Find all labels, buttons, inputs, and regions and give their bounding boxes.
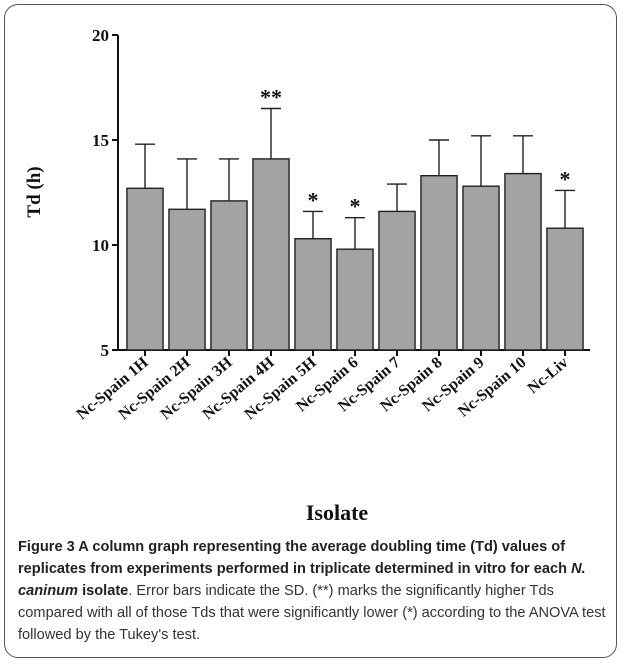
caption-bold: isolate	[78, 583, 129, 599]
significance-label: *	[350, 194, 361, 219]
bar	[420, 174, 458, 351]
bar	[336, 248, 374, 351]
caption-text: . Error bars indicate the SD. (**) marks…	[18, 583, 606, 643]
y-tick-label: 15	[92, 131, 109, 150]
significance-label: *	[308, 187, 319, 212]
bar	[126, 187, 164, 351]
bar	[546, 227, 584, 351]
significance-label: *	[560, 166, 571, 191]
caption: Figure 3 A column graph representing the…	[18, 536, 614, 646]
bar	[462, 185, 500, 351]
frame	[4, 4, 617, 658]
y-tick-label: 20	[92, 26, 109, 45]
significance-label: **	[260, 85, 282, 110]
y-tick-label: 10	[92, 236, 109, 255]
x-axis-label: Isolate	[306, 500, 369, 525]
bar	[168, 208, 206, 351]
x-tick-label: Nc-Liv	[525, 354, 572, 397]
bar	[378, 210, 416, 351]
y-axis-label: Td (h)	[24, 166, 45, 217]
y-tick-label: 5	[101, 341, 110, 360]
bar	[294, 237, 332, 351]
bar	[210, 200, 248, 351]
caption-bold: Figure 3 A column graph representing the…	[18, 539, 572, 577]
caption-italic: N. caninum	[18, 561, 586, 599]
bar	[252, 158, 290, 351]
bar	[504, 172, 542, 351]
